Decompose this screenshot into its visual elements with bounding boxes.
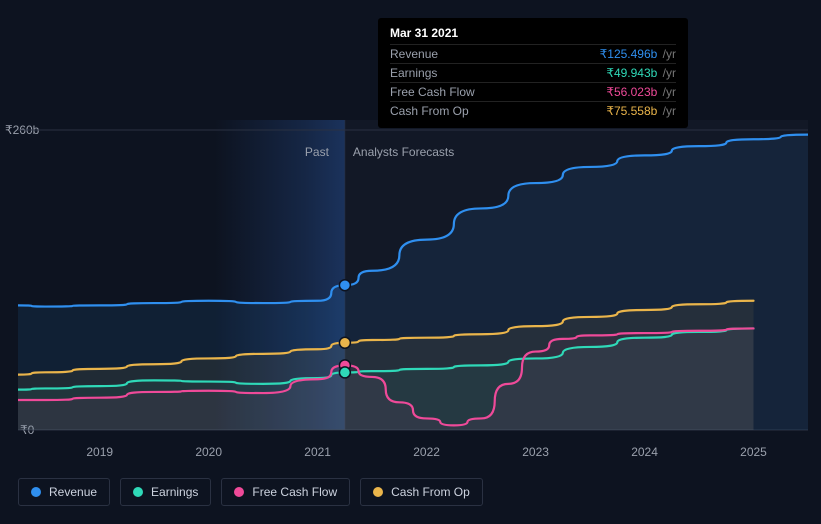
- legend-item-label: Cash From Op: [391, 485, 470, 499]
- legend-dot-icon: [31, 487, 41, 497]
- tooltip-row-value: ₹49.943b /yr: [606, 66, 676, 80]
- chart-tooltip: Mar 31 2021 Revenue ₹125.496b /yr Earnings…: [378, 18, 688, 128]
- region-label-forecast: Analysts Forecasts: [353, 145, 454, 159]
- x-tick-label: 2020: [195, 445, 222, 459]
- legend-dot-icon: [133, 487, 143, 497]
- cash_from_op-marker: [339, 337, 350, 348]
- tooltip-row-label: Revenue: [390, 47, 438, 61]
- legend-item-cash_from_op[interactable]: Cash From Op: [360, 478, 483, 506]
- tooltip-row: Revenue ₹125.496b /yr: [390, 44, 676, 63]
- revenue-marker: [339, 280, 350, 291]
- chart-plot[interactable]: [18, 120, 808, 460]
- x-axis-labels: 2019 2020 2021 2022 2023 2024 2025: [18, 445, 808, 465]
- tooltip-row-value: ₹56.023b /yr: [606, 85, 676, 99]
- tooltip-title: Mar 31 2021: [390, 26, 676, 40]
- legend-item-free_cash_flow[interactable]: Free Cash Flow: [221, 478, 350, 506]
- legend-item-label: Earnings: [151, 485, 198, 499]
- tooltip-row-value: ₹125.496b /yr: [600, 47, 676, 61]
- x-tick-label: 2024: [631, 445, 658, 459]
- tooltip-row-label: Free Cash Flow: [390, 85, 475, 99]
- x-tick-label: 2023: [522, 445, 549, 459]
- region-label-past: Past: [305, 145, 329, 159]
- tooltip-row: Earnings ₹49.943b /yr: [390, 63, 676, 82]
- tooltip-row: Cash From Op ₹75.558b /yr: [390, 101, 676, 120]
- x-tick-label: 2021: [304, 445, 331, 459]
- tooltip-row-label: Cash From Op: [390, 104, 469, 118]
- legend-dot-icon: [234, 487, 244, 497]
- tooltip-row: Free Cash Flow ₹56.023b /yr: [390, 82, 676, 101]
- x-tick-label: 2022: [413, 445, 440, 459]
- chart-legend: Revenue Earnings Free Cash Flow Cash From O…: [18, 478, 483, 506]
- legend-item-earnings[interactable]: Earnings: [120, 478, 211, 506]
- legend-item-label: Revenue: [49, 485, 97, 499]
- legend-item-revenue[interactable]: Revenue: [18, 478, 110, 506]
- x-tick-label: 2025: [740, 445, 767, 459]
- legend-item-label: Free Cash Flow: [252, 485, 337, 499]
- tooltip-row-value: ₹75.558b /yr: [606, 104, 676, 118]
- earnings-marker: [339, 367, 350, 378]
- legend-dot-icon: [373, 487, 383, 497]
- tooltip-row-label: Earnings: [390, 66, 437, 80]
- x-tick-label: 2019: [86, 445, 113, 459]
